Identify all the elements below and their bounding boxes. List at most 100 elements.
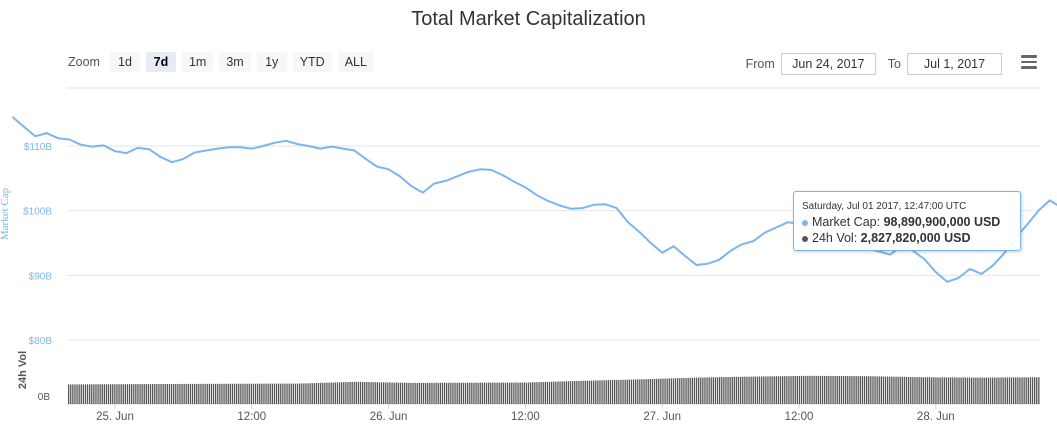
volume-bar	[1038, 377, 1040, 404]
volume-bar	[1006, 377, 1008, 404]
volume-bar	[838, 376, 840, 404]
volume-bar	[708, 377, 710, 404]
volume-bar	[374, 382, 376, 404]
volume-bar	[332, 382, 334, 404]
volume-bar	[832, 375, 834, 404]
volume-bar	[807, 375, 809, 404]
zoom-1y-button[interactable]: 1y	[256, 52, 287, 72]
volume-bar	[866, 376, 868, 404]
volume-bar	[660, 378, 662, 404]
volume-bar	[296, 383, 299, 404]
volume-bar	[446, 382, 448, 404]
volume-bar	[198, 383, 200, 404]
volume-bar	[630, 379, 633, 404]
volume-bar	[870, 376, 872, 404]
volume-bar	[702, 377, 704, 404]
volume-bar	[788, 376, 790, 404]
zoom-1m-button[interactable]: 1m	[181, 52, 214, 72]
volume-bar	[452, 382, 454, 404]
volume-bar	[639, 379, 641, 404]
volume-bar	[975, 377, 977, 404]
volume-bar	[418, 382, 420, 404]
volume-bar	[670, 378, 672, 404]
volume-bar	[719, 377, 721, 404]
volume-bar	[931, 377, 933, 404]
volume-bar	[513, 382, 515, 404]
volume-bar	[338, 382, 341, 404]
volume-bar	[811, 375, 813, 404]
volume-bar	[563, 381, 565, 404]
volume-bar	[349, 381, 351, 404]
volume-bar	[469, 382, 471, 404]
volume-bar	[723, 377, 725, 404]
volume-bar	[139, 384, 141, 404]
volume-bar	[231, 383, 234, 404]
from-date-input[interactable]: Jun 24, 2017	[780, 53, 876, 75]
volume-bar	[515, 382, 517, 404]
volume-bar	[966, 377, 969, 404]
zoom-all-button[interactable]: ALL	[337, 52, 374, 72]
volume-bar	[311, 383, 313, 404]
volume-bar	[271, 383, 273, 404]
volume-bar	[355, 381, 357, 404]
volume-bar	[763, 376, 765, 404]
volume-bar	[223, 383, 225, 404]
volume-bar	[771, 376, 773, 404]
zoom-ytd-button[interactable]: YTD	[292, 52, 332, 72]
volume-bar	[473, 382, 475, 404]
volume-bar	[609, 380, 612, 404]
volume-bar	[494, 382, 496, 404]
market-cap-dot-icon	[802, 219, 808, 226]
volume-bar	[204, 383, 206, 404]
volume-bar	[303, 383, 305, 404]
volume-bar	[105, 384, 108, 404]
volume-bar	[263, 383, 265, 404]
volume-bar	[729, 376, 731, 404]
volume-bar	[779, 376, 782, 404]
volume-bar	[208, 383, 210, 404]
volume-bar	[229, 383, 231, 404]
to-date-input[interactable]: Jul 1, 2017	[907, 53, 1002, 75]
volume-bar	[458, 382, 460, 404]
volume-bar	[748, 376, 750, 404]
zoom-1d-button[interactable]: 1d	[109, 52, 140, 72]
volume-bar	[857, 376, 859, 404]
volume-bar	[328, 382, 330, 404]
volume-bar	[126, 384, 129, 404]
volume-bar	[916, 377, 918, 404]
chart-title: Total Market Capitalization	[411, 8, 646, 30]
y-tick-label: $110B	[24, 142, 53, 153]
volume-bar	[826, 375, 828, 404]
volume-bar	[645, 379, 647, 404]
volume-bar	[191, 383, 194, 404]
y-tick-label: $90B	[29, 271, 53, 282]
volume-bar	[183, 383, 185, 404]
volume-bar	[145, 384, 147, 404]
volume-bar	[313, 383, 315, 404]
hamburger-menu-icon[interactable]	[1021, 55, 1037, 69]
y-tick-label: $80B	[29, 336, 53, 347]
volume-bar	[635, 379, 637, 404]
zoom-3m-button[interactable]: 3m	[219, 52, 251, 72]
volume-bar	[992, 377, 994, 404]
volume-bar	[1002, 377, 1004, 404]
volume-bar	[782, 376, 784, 404]
volume-bar	[889, 376, 891, 404]
volume-bar	[527, 382, 530, 404]
volume-bar	[84, 384, 87, 404]
volume-bar	[1010, 377, 1013, 404]
volume-bar	[410, 382, 412, 404]
volume-bar	[114, 384, 116, 404]
volume-bar	[391, 382, 393, 404]
volume-bar	[378, 382, 381, 404]
volume-bar	[357, 381, 360, 404]
volume-bar	[261, 383, 263, 404]
volume-bar	[546, 381, 549, 404]
volume-bar	[868, 376, 870, 404]
volume-bar	[536, 382, 538, 404]
volume-bar	[78, 384, 80, 404]
volume-bar	[790, 376, 792, 404]
zoom-7d-button[interactable]: 7d	[145, 52, 176, 72]
volume-bar	[1013, 377, 1015, 404]
